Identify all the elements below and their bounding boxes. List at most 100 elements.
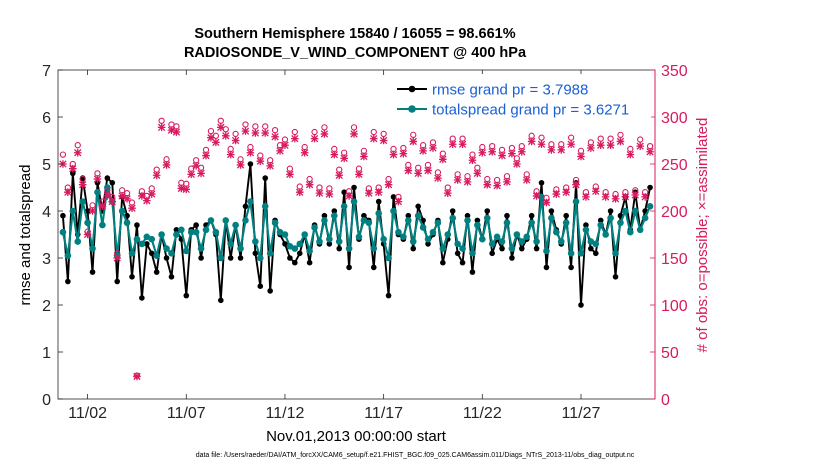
- x-tick-label: 11/02: [68, 405, 107, 422]
- data-file-footnote: data file: /Users/raeder/DAI/ATM_forcXX/…: [195, 452, 635, 459]
- obs-possible-point: [607, 135, 614, 142]
- obs-possible-point: [350, 124, 358, 131]
- spread-point: [59, 228, 67, 236]
- obs-assimilated-point: [236, 161, 245, 169]
- obs-assimilated-point: [226, 150, 235, 159]
- rmse-point: [351, 184, 357, 191]
- rmse-point: [183, 292, 190, 299]
- rmse-point: [341, 189, 347, 195]
- legend-spread-marker: [408, 105, 416, 113]
- obs-assimilated-point: [591, 187, 600, 196]
- rmse-point: [267, 288, 273, 294]
- spread-point: [173, 231, 180, 238]
- obs-assimilated-point: [542, 198, 551, 207]
- spread-point: [503, 219, 511, 227]
- obs-assimilated-point: [596, 141, 605, 149]
- obs-assimilated-point: [547, 146, 556, 154]
- spread-point: [607, 214, 614, 222]
- spread-point: [340, 203, 348, 210]
- spread-point: [597, 221, 605, 229]
- obs-assimilated-point: [251, 129, 260, 137]
- rmse-point: [262, 175, 269, 181]
- rmse-point: [282, 241, 288, 247]
- obs-assimilated-point: [207, 133, 215, 142]
- obs-assimilated-point: [448, 140, 457, 149]
- obs-assimilated-point: [572, 180, 580, 189]
- y-tick-label: 5: [42, 157, 51, 174]
- y-right-tick-label: 0: [661, 392, 670, 409]
- rmse-point: [449, 208, 456, 214]
- rmse-point: [459, 259, 466, 266]
- rmse-point: [607, 208, 614, 214]
- obs-possible-point: [207, 127, 215, 135]
- obs-assimilated-point: [522, 176, 531, 184]
- spread-point: [306, 247, 313, 255]
- spread-point: [508, 245, 516, 252]
- rmse-point: [148, 250, 155, 257]
- obs-possible-point: [222, 126, 229, 133]
- obs-possible-point: [597, 135, 604, 142]
- spread-point: [217, 254, 225, 262]
- spread-point: [518, 238, 526, 245]
- spread-point: [74, 238, 82, 245]
- spread-point: [350, 198, 358, 205]
- axes-layer: 0 1 2 3 4 5 6 7 0 50 100 150 200 250 300 350 11/02 11/07 1…: [42, 63, 688, 422]
- obs-assimilated-point: [508, 149, 516, 158]
- rmse-point: [415, 203, 421, 210]
- obs-assimilated-point: [636, 142, 644, 150]
- obs-assimilated-point: [379, 136, 388, 145]
- spread-point: [612, 250, 619, 257]
- spread-point: [380, 235, 387, 243]
- rmse-point: [410, 245, 417, 252]
- obs-assimilated-point: [453, 176, 462, 184]
- x-tick-label: 11/17: [364, 405, 403, 422]
- rmse-point: [144, 241, 150, 247]
- y-right-tick-label: 250: [661, 157, 688, 174]
- obs-possible-point: [217, 117, 224, 124]
- obs-assimilated-point: [587, 144, 595, 152]
- obs-assimilated-point: [310, 134, 319, 143]
- obs-assimilated-point: [192, 162, 200, 170]
- rmse-point: [578, 302, 584, 308]
- spread-point: [419, 224, 427, 231]
- spread-point: [641, 214, 649, 222]
- obs-assimilated-point: [493, 181, 501, 190]
- obs-assimilated-point: [172, 128, 181, 136]
- obs-assimilated-point: [315, 189, 324, 197]
- chart-subtitle: RADIOSONDE_V_WIND_COMPONENT @ 400 hPa: [183, 45, 527, 61]
- obs-assimilated-point: [197, 169, 205, 178]
- obs-assimilated-point: [182, 185, 191, 194]
- obs-assimilated-point: [478, 148, 487, 157]
- rmse-point: [469, 269, 476, 275]
- spread-point: [395, 228, 402, 236]
- obs-assimilated-point: [138, 192, 146, 200]
- obs-assimilated-point: [291, 134, 299, 143]
- obs-assimilated-point: [266, 162, 274, 170]
- obs-assimilated-point: [335, 171, 344, 180]
- obs-assimilated-point: [187, 170, 196, 179]
- rmse-point: [153, 269, 160, 275]
- x-axis-label: Nov.01,2013 00:00:00 start: [266, 428, 447, 445]
- obs-possible-point: [59, 151, 67, 158]
- obs-assimilated-point: [552, 190, 561, 198]
- spread-point: [636, 226, 644, 234]
- obs-assimilated-point: [601, 193, 610, 201]
- spread-point: [498, 238, 506, 245]
- rmse-point: [583, 222, 589, 228]
- spread-point: [301, 231, 308, 238]
- obs-assimilated-point: [468, 156, 477, 165]
- spread-point: [89, 245, 96, 252]
- obs-possible-point: [538, 134, 545, 141]
- obs-assimilated-point: [409, 137, 418, 146]
- spread-point: [128, 250, 136, 257]
- obs-assimilated-point: [152, 171, 161, 180]
- rmse-point: [321, 212, 328, 219]
- rmse-point: [509, 255, 515, 261]
- obs-assimilated-point: [626, 150, 635, 159]
- obs-assimilated-point: [483, 180, 492, 189]
- spread-point: [79, 198, 86, 205]
- y-right-tick-label: 350: [661, 63, 688, 80]
- rmse-point: [405, 212, 412, 219]
- spread-point: [64, 252, 72, 259]
